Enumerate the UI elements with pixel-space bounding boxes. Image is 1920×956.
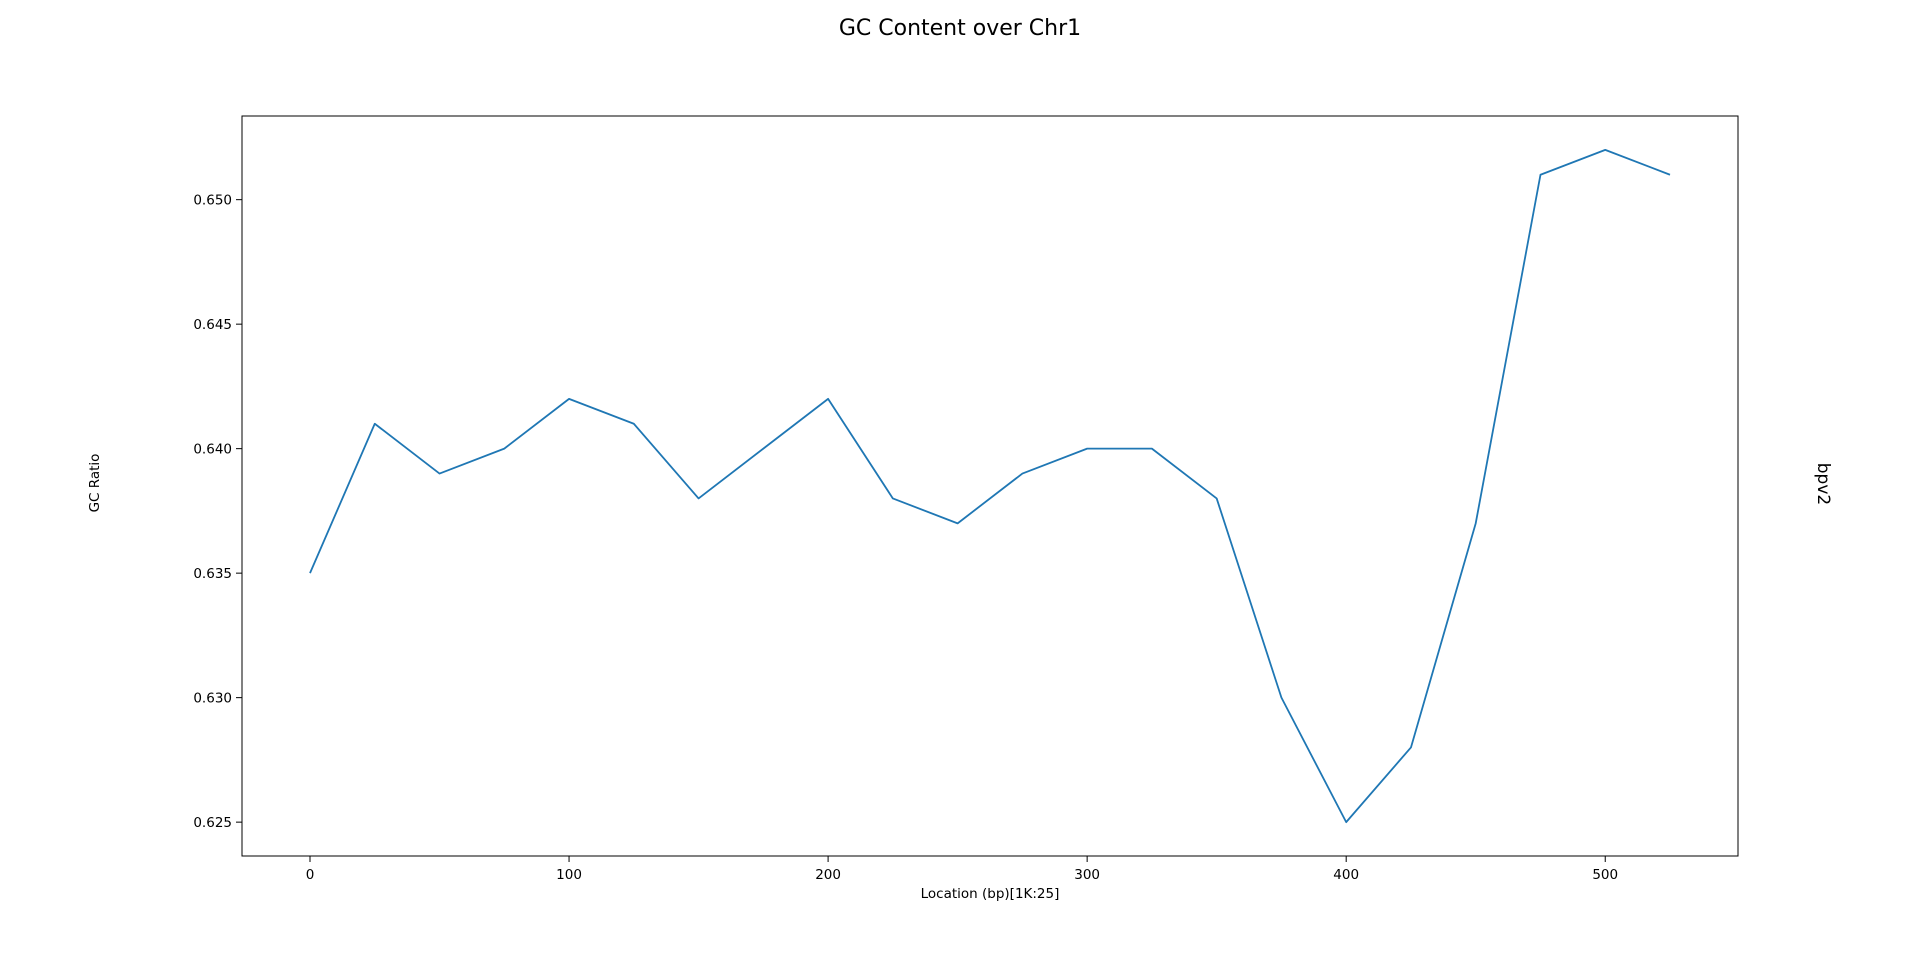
x-tick-label: 0 xyxy=(306,867,315,883)
x-axis-ticks: 0 100 200 300 400 500 xyxy=(306,856,1618,883)
y-tick-label: 0.640 xyxy=(193,442,232,458)
y-tick-label: 0.635 xyxy=(193,566,232,582)
right-side-label: bpv2 xyxy=(1813,463,1833,505)
y-tick-label: 0.625 xyxy=(193,815,232,831)
x-tick-label: 200 xyxy=(815,867,841,883)
y-axis-ticks: 0.625 0.630 0.635 0.640 0.645 0.650 xyxy=(193,193,242,831)
x-tick-label: 500 xyxy=(1592,867,1618,883)
y-tick-label: 0.645 xyxy=(193,317,232,333)
y-tick-label: 0.650 xyxy=(193,193,232,209)
chart-title: GC Content over Chr1 xyxy=(839,16,1081,41)
x-tick-label: 300 xyxy=(1074,867,1100,883)
x-axis-label: Location (bp)[1K:25] xyxy=(921,886,1060,902)
plot-area-frame xyxy=(241,115,1739,857)
x-tick-label: 400 xyxy=(1333,867,1359,883)
gc-ratio-series-line xyxy=(309,148,1671,824)
x-tick-label: 100 xyxy=(556,867,582,883)
y-tick-label: 0.630 xyxy=(193,691,232,707)
y-axis-label: GC Ratio xyxy=(87,454,103,513)
